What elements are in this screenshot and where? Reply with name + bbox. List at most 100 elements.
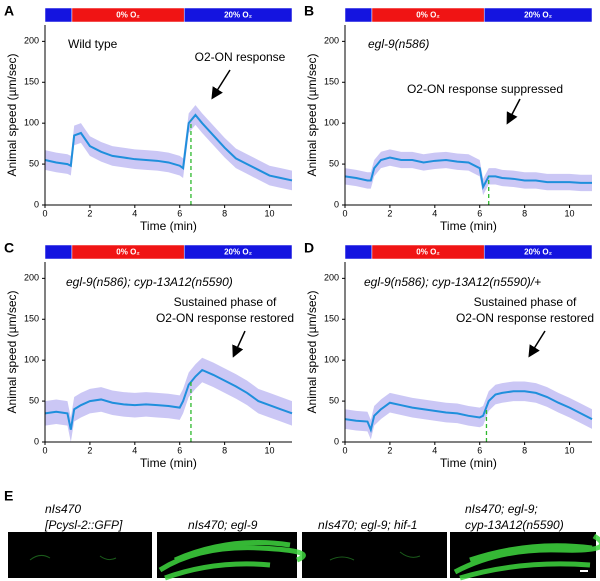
x-axis-label: Time (min) — [140, 219, 197, 233]
y-tick-label: 200 — [24, 36, 39, 46]
y-tick-label: 100 — [324, 355, 339, 365]
phase-bar — [183, 244, 293, 260]
phase-bar — [483, 7, 593, 23]
x-tick-label: 4 — [432, 208, 437, 218]
image-label: cyp-13A12(n5590) — [465, 518, 564, 532]
x-tick-label: 6 — [177, 445, 182, 455]
y-tick-label: 200 — [324, 36, 339, 46]
y-tick-label: 200 — [24, 273, 39, 283]
callout-arrow — [506, 98, 521, 125]
phase-label: 20% O₂ — [524, 248, 552, 257]
y-tick-label: 150 — [24, 314, 39, 324]
x-axis-label: Time (min) — [140, 456, 197, 470]
phase-bar — [44, 7, 73, 23]
series-line — [44, 113, 293, 182]
series-line — [344, 390, 593, 433]
x-tick-label: 8 — [522, 208, 527, 218]
callout: Sustained phase of — [174, 295, 277, 309]
y-tick-label: 100 — [24, 355, 39, 365]
phase-label: 0% O₂ — [116, 11, 140, 20]
annotation: egl-9(n586); cyp-13A12(n5590)/+ — [364, 275, 541, 289]
phase-bar — [344, 244, 373, 260]
y-tick-label: 100 — [324, 118, 339, 128]
error-band — [45, 357, 292, 442]
annotation: Wild type — [68, 37, 118, 51]
y-tick-label: 200 — [324, 273, 339, 283]
x-tick-label: 4 — [432, 445, 437, 455]
phase-bar — [183, 7, 293, 23]
x-tick-label: 6 — [477, 445, 482, 455]
y-tick-label: 0 — [34, 199, 39, 209]
y-tick-label: 0 — [34, 436, 39, 446]
x-tick-label: 10 — [265, 208, 275, 218]
x-tick-label: 2 — [387, 208, 392, 218]
chart-panel: A 0% O₂ 20% O₂ 0 50 100 150 200 0 2 4 6 8 10 Time (min… — [4, 3, 293, 233]
panel-letter: A — [4, 3, 14, 19]
image-label: [Pcysl-2::GFP] — [44, 518, 123, 532]
y-tick-label: 50 — [29, 395, 39, 405]
chart-panel: C 0% O₂ 20% O₂ 0 50 100 150 200 0 2 4 6 8 10 Time (min… — [4, 240, 294, 470]
y-axis-label: Animal speed (µm/sec) — [5, 291, 19, 414]
callout: O2-ON response restored — [156, 311, 294, 325]
phase-label: 20% O₂ — [224, 11, 252, 20]
panel-letter: E — [4, 488, 13, 504]
y-axis-label: Animal speed (µm/sec) — [305, 291, 319, 414]
callout-arrow — [528, 330, 546, 358]
annotation: egl-9(n586); cyp-13A12(n5590) — [66, 275, 233, 289]
series-line — [344, 156, 592, 191]
callout: O2-ON response — [195, 50, 286, 64]
callout: O2-ON response suppressed — [407, 82, 563, 96]
y-tick-label: 100 — [24, 118, 39, 128]
x-tick-label: 10 — [565, 445, 575, 455]
y-axis-label: Animal speed (µm/sec) — [305, 54, 319, 177]
x-tick-label: 0 — [342, 208, 347, 218]
x-tick-label: 4 — [132, 445, 137, 455]
callout: Sustained phase of — [474, 295, 577, 309]
x-tick-label: 10 — [565, 208, 575, 218]
image-label: nIs470 — [45, 502, 81, 516]
x-tick-label: 2 — [387, 445, 392, 455]
x-tick-label: 0 — [42, 445, 47, 455]
x-tick-label: 8 — [222, 445, 227, 455]
x-axis-label: Time (min) — [440, 456, 497, 470]
y-tick-label: 0 — [334, 199, 339, 209]
phase-bar — [44, 244, 73, 260]
phase-bar — [344, 7, 373, 23]
x-tick-label: 6 — [477, 208, 482, 218]
annotation: egl-9(n586) — [368, 37, 429, 51]
x-tick-label: 4 — [132, 208, 137, 218]
phase-label: 0% O₂ — [116, 248, 140, 257]
phase-label: 0% O₂ — [416, 248, 440, 257]
error-band — [345, 149, 592, 196]
x-tick-label: 2 — [87, 445, 92, 455]
image-label: nIs470; egl-9 — [188, 518, 258, 532]
y-tick-label: 0 — [334, 436, 339, 446]
panel-letter: B — [304, 3, 314, 19]
x-tick-label: 8 — [522, 445, 527, 455]
image-label: nIs470; egl-9; hif-1 — [318, 518, 417, 532]
y-tick-label: 150 — [324, 77, 339, 87]
callout-arrow — [211, 69, 231, 100]
y-tick-label: 150 — [24, 77, 39, 87]
x-tick-label: 0 — [342, 445, 347, 455]
error-band — [345, 381, 592, 440]
chart-panel: B 0% O₂ 20% O₂ 0 50 100 150 200 0 2 4 6 8 10 Time (min… — [304, 3, 593, 233]
panel-e-images — [8, 532, 600, 581]
chart-panel: D 0% O₂ 20% O₂ 0 50 100 150 200 0 2 4 6 8 10 Time (min… — [304, 240, 594, 470]
phase-label: 0% O₂ — [416, 11, 440, 20]
y-tick-label: 150 — [324, 314, 339, 324]
x-tick-label: 8 — [222, 208, 227, 218]
callout-arrow — [232, 330, 246, 358]
x-axis-label: Time (min) — [440, 219, 497, 233]
phase-label: 20% O₂ — [224, 248, 252, 257]
y-tick-label: 50 — [329, 395, 339, 405]
x-tick-label: 2 — [87, 208, 92, 218]
panel-letter: D — [304, 240, 314, 256]
x-tick-label: 0 — [42, 208, 47, 218]
y-tick-label: 50 — [329, 158, 339, 168]
image-label: nIs470; egl-9; — [465, 502, 538, 516]
x-tick-label: 6 — [177, 208, 182, 218]
x-tick-label: 10 — [265, 445, 275, 455]
series-line — [44, 368, 293, 430]
